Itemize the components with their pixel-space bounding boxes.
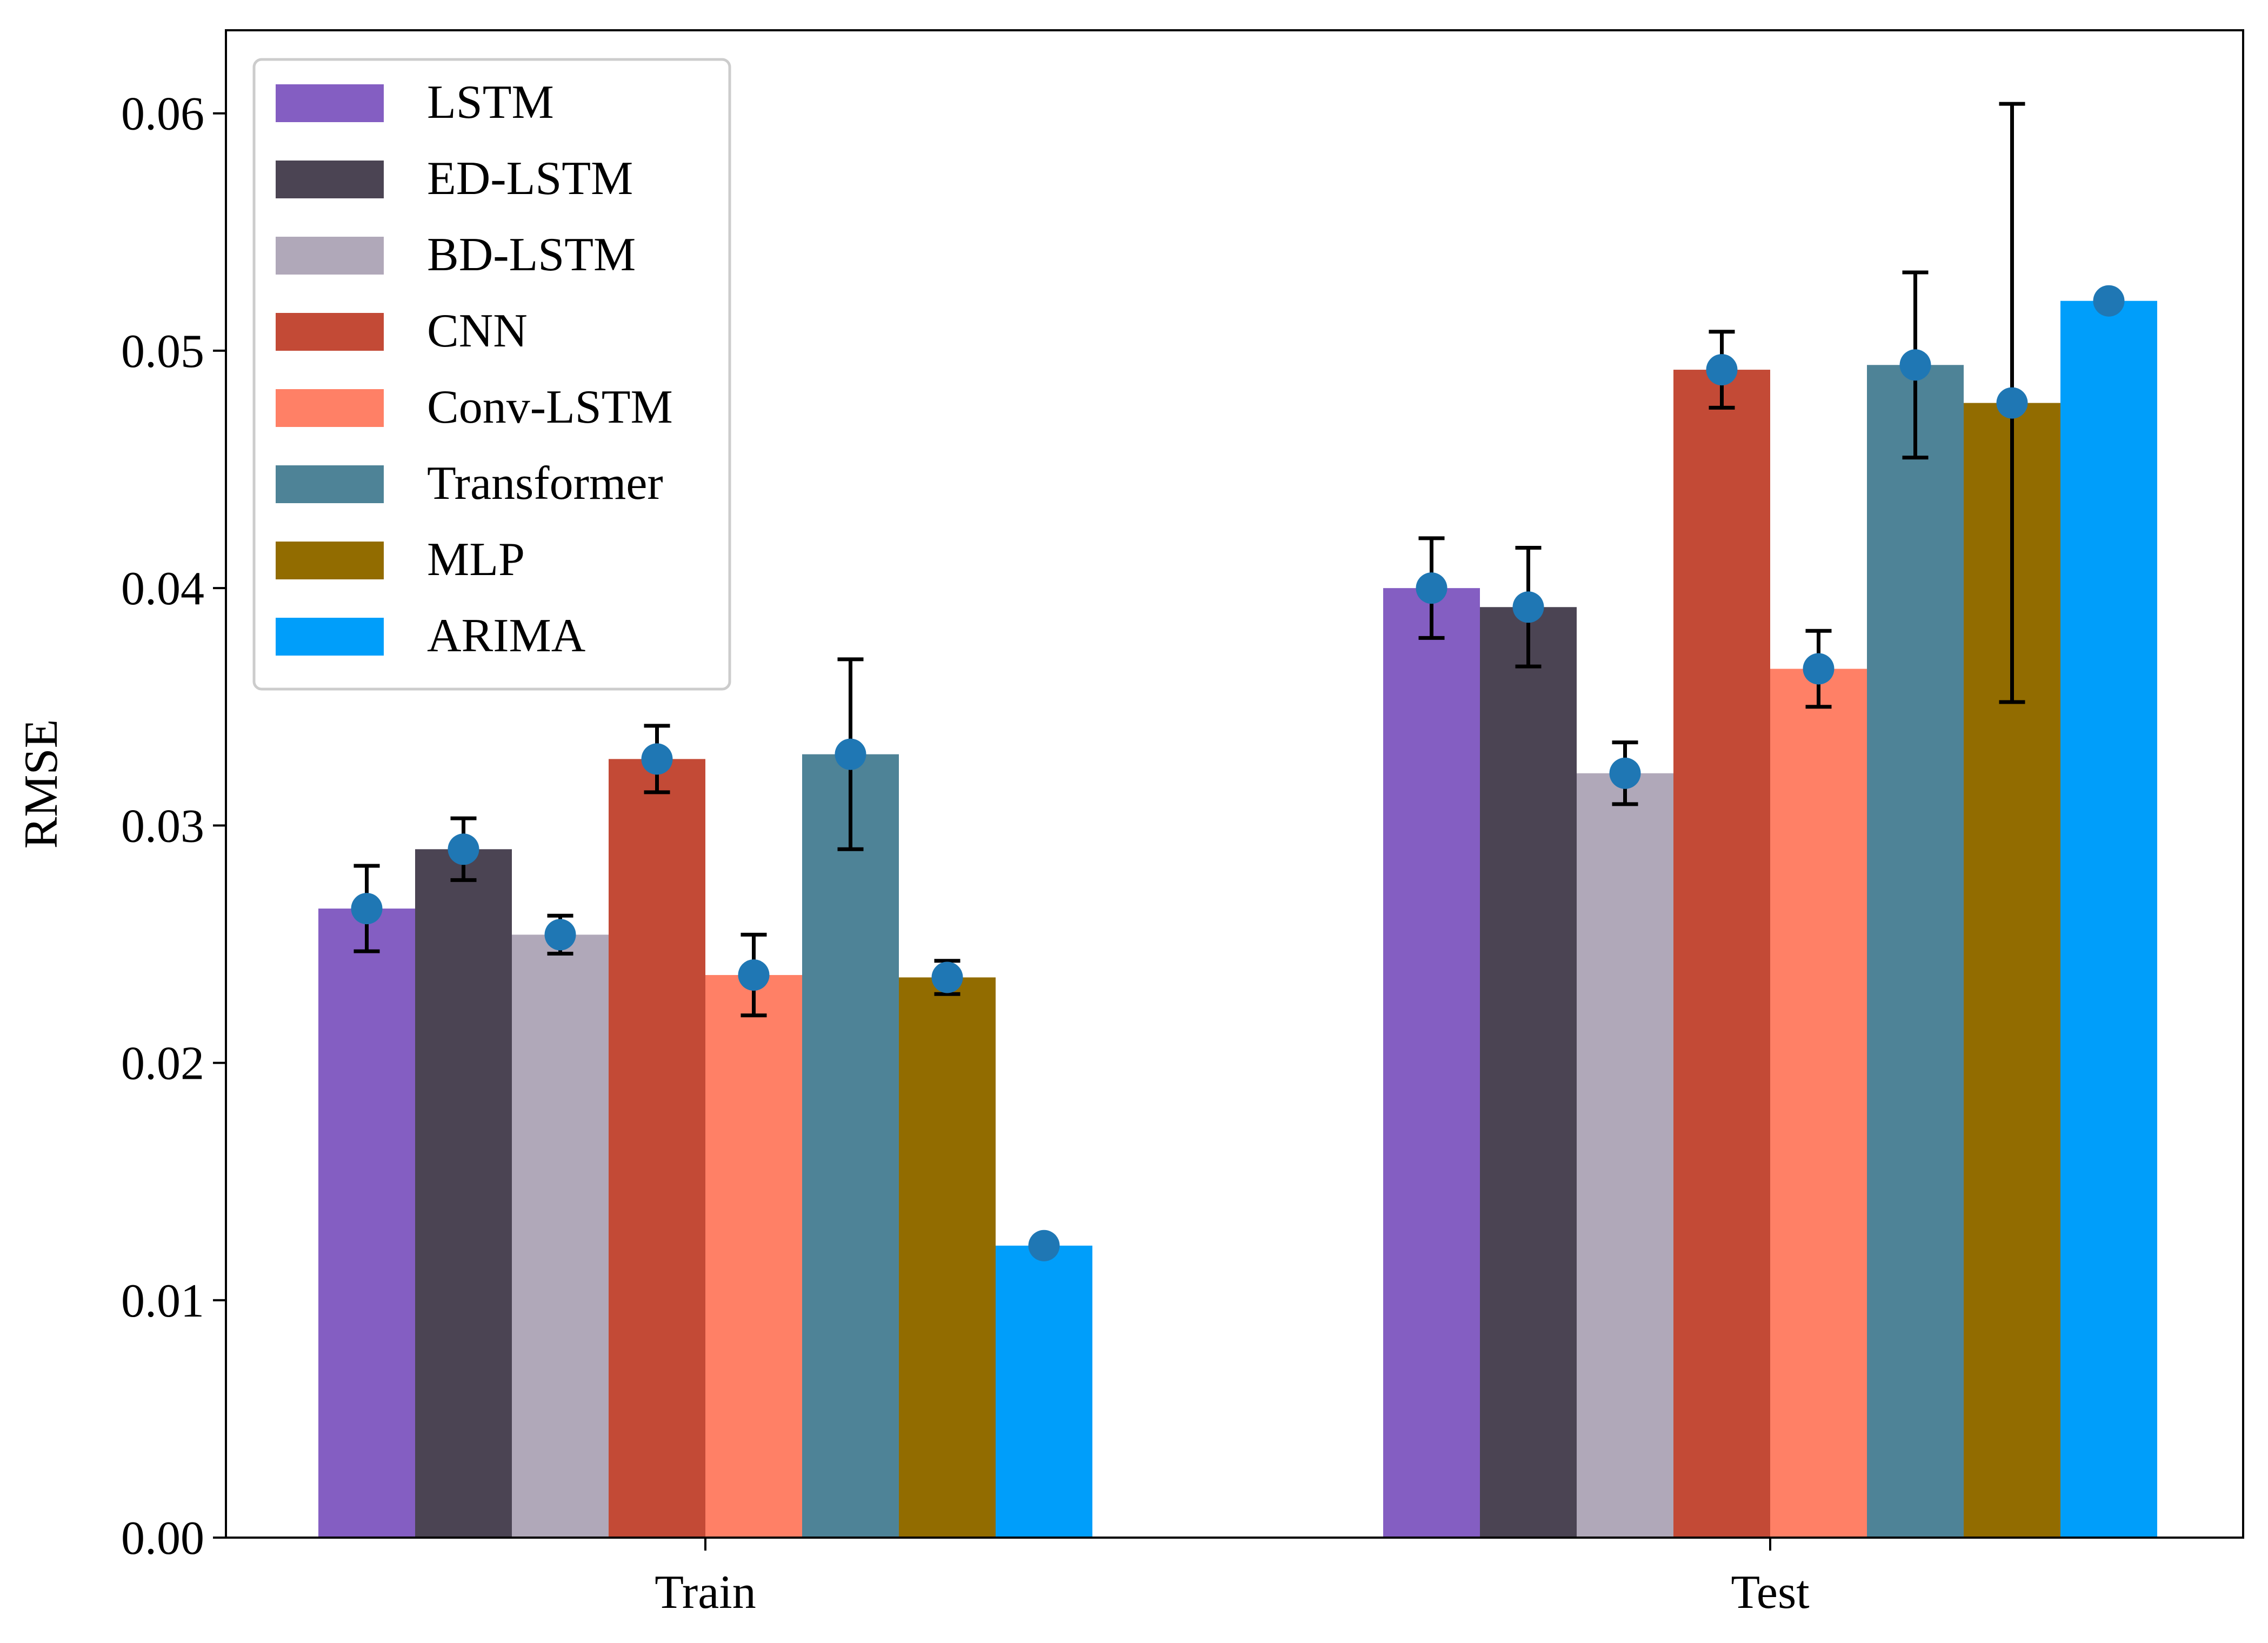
legend-item-mlp: MLP [276,533,525,586]
marker-bd-lstm-test [1609,757,1641,789]
bar-cnn-train [609,759,705,1538]
bar-lstm-test [1383,588,1480,1538]
y-tick-label: 0.05 [121,325,204,378]
legend-label: ARIMA [427,610,585,662]
legend-label: MLP [427,533,525,586]
marker-conv-lstm-train [738,959,770,991]
marker-arima-test [2093,285,2125,317]
legend-item-conv-lstm: Conv-LSTM [276,381,673,433]
legend-swatch [276,465,384,503]
x-axis: Train Test [655,1538,1810,1619]
y-axis: 0.00 0.01 0.02 0.03 0.04 0.05 0.06 [121,88,226,1565]
bar-transformer-train [802,754,899,1538]
bar-ed-lstm-train [415,849,512,1538]
legend-swatch [276,313,384,351]
legend-swatch [276,389,384,427]
bar-ed-lstm-test [1480,607,1577,1538]
marker-cnn-test [1706,354,1738,386]
legend-swatch [276,237,384,275]
legend-label: Conv-LSTM [427,381,673,433]
y-tick-label: 0.04 [121,563,204,615]
legend-label: LSTM [427,76,554,129]
bar-bd-lstm-train [512,934,609,1538]
bar-cnn-test [1673,370,1770,1538]
legend-label: ED-LSTM [427,152,633,205]
marker-transformer-train [835,738,866,770]
y-axis-title: RMSE [15,719,68,849]
marker-ed-lstm-train [448,833,479,865]
legend-swatch [276,618,384,656]
legend-swatch [276,161,384,198]
legend-label: Transformer [427,457,663,510]
legend-item-lstm: LSTM [276,76,554,129]
marker-lstm-train [351,893,383,925]
y-tick-label: 0.03 [121,800,204,852]
legend-label: CNN [427,305,528,357]
bar-mlp-train [899,977,996,1538]
y-tick-label: 0.02 [121,1038,204,1090]
x-tick-label-test: Test [1731,1566,1809,1619]
legend-label: BD-LSTM [427,229,636,281]
marker-mlp-train [931,961,963,993]
legend-swatch [276,542,384,579]
legend-item-transformer: Transformer [276,457,663,510]
bar-bd-lstm-test [1577,773,1673,1538]
marker-arima-train [1028,1230,1060,1261]
x-tick-label-train: Train [655,1566,756,1619]
legend: LSTM ED-LSTM BD-LSTM CNN Conv-LSTM Transforme… [252,58,731,691]
bar-arima-test [2060,300,2157,1538]
legend-swatch [276,84,384,122]
bars-layer [318,300,2157,1538]
y-tick-label: 0.06 [121,88,204,141]
marker-mlp-test [1996,387,2028,419]
markers-layer [351,285,2125,1261]
bar-lstm-train [318,909,415,1538]
legend-item-cnn: CNN [276,305,528,357]
y-tick-label: 0.01 [121,1275,204,1327]
marker-conv-lstm-test [1803,653,1835,685]
plot-frame [225,29,2244,1539]
legend-item-ed-lstm: ED-LSTM [276,152,633,205]
bar-transformer-test [1867,365,1964,1538]
marker-bd-lstm-train [544,919,576,951]
legend-item-bd-lstm: BD-LSTM [276,229,636,281]
legend-box [252,58,731,691]
bar-arima-train [996,1245,1092,1538]
bar-conv-lstm-test [1770,669,1867,1538]
y-tick-label: 0.00 [121,1512,204,1565]
marker-cnn-train [641,743,673,775]
legend-item-arima: ARIMA [276,610,585,662]
marker-ed-lstm-test [1512,591,1544,623]
marker-lstm-test [1416,572,1447,604]
marker-transformer-test [1899,349,1931,381]
bar-conv-lstm-train [705,975,802,1538]
